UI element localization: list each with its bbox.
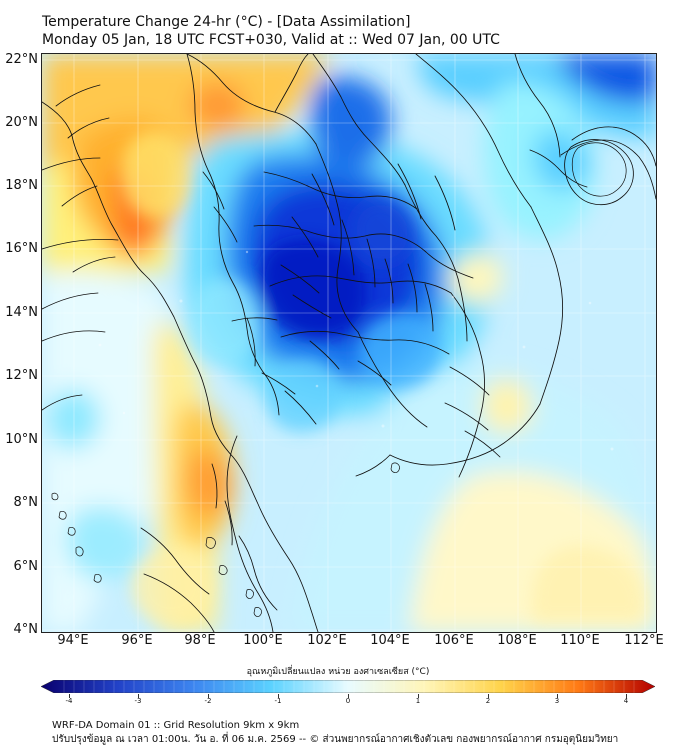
colorbar-label-minus-2: -2 (204, 697, 212, 705)
latitude-label-14n: 14°N (5, 305, 38, 320)
longitude-label-100e: 100°E (243, 633, 283, 648)
texture-dots (98, 250, 614, 451)
colorbar-label-2: 2 (485, 697, 491, 705)
colorbar-title: อุณหภูมิเปลี่ยนแปลง หน่วย องศาเซลเซียส (… (246, 667, 430, 677)
footer-update-info: ปรับปรุงข้อมูล ณ เวลา 01:00น. วัน อ. ที่… (52, 734, 619, 745)
longitude-label-104e: 104°E (370, 633, 410, 648)
colorbar-label-0: 0 (345, 697, 351, 705)
latitude-label-16n: 16°N (5, 241, 38, 256)
longitude-label-110e: 110°E (560, 633, 600, 648)
latitude-label-20n: 20°N (5, 115, 38, 130)
longitude-label-106e: 106°E (434, 633, 474, 648)
temperature-colorbar (41, 680, 655, 693)
longitude-label-108e: 108°E (497, 633, 537, 648)
latitude-label-10n: 10°N (5, 432, 38, 447)
country-borders (42, 54, 656, 632)
colorbar-tick-2 (488, 694, 489, 698)
colorbar-label-3: 3 (554, 697, 560, 705)
footer-domain-info: WRF-DA Domain 01 :: Grid Resolution 9km … (52, 720, 300, 731)
colorbar-label-minus-3: -3 (134, 697, 142, 705)
latitude-label-18n: 18°N (5, 178, 38, 193)
grid-lines (42, 54, 656, 632)
latitude-label-8n: 8°N (13, 495, 39, 510)
longitude-label-98e: 98°E (184, 633, 216, 648)
colorbar-tick-0 (348, 694, 349, 698)
colorbar-tick-minus-4 (69, 694, 70, 698)
colorbar-label-4: 4 (623, 697, 629, 705)
colorbar-label-1: 1 (415, 697, 421, 705)
colorbar-tick-1 (418, 694, 419, 698)
island-outlines (51, 142, 627, 617)
map-canvas (42, 54, 656, 632)
colorbar-label-minus-4: -4 (65, 697, 73, 705)
latitude-label-12n: 12°N (5, 368, 38, 383)
latitude-label-22n: 22°N (5, 52, 38, 67)
colorbar-label-minus-1: -1 (274, 697, 282, 705)
colorbar-tick-3 (557, 694, 558, 698)
colorbar-tick-minus-3 (138, 694, 139, 698)
longitude-label-102e: 102°E (307, 633, 347, 648)
longitude-label-112e: 112°E (624, 633, 664, 648)
map-title: Temperature Change 24-hr (°C) - [Data As… (42, 14, 411, 30)
colorbar-tick-minus-1 (278, 694, 279, 698)
forecast-subtitle: Monday 05 Jan, 18 UTC FCST+030, Valid at… (42, 32, 500, 48)
colorbar-tick-minus-2 (208, 694, 209, 698)
temperature-map (41, 53, 657, 633)
longitude-label-96e: 96°E (121, 633, 153, 648)
latitude-label-4n: 4°N (13, 622, 39, 637)
colorbar-tick-4 (626, 694, 627, 698)
latitude-label-6n: 6°N (13, 559, 39, 574)
longitude-label-94e: 94°E (57, 633, 89, 648)
